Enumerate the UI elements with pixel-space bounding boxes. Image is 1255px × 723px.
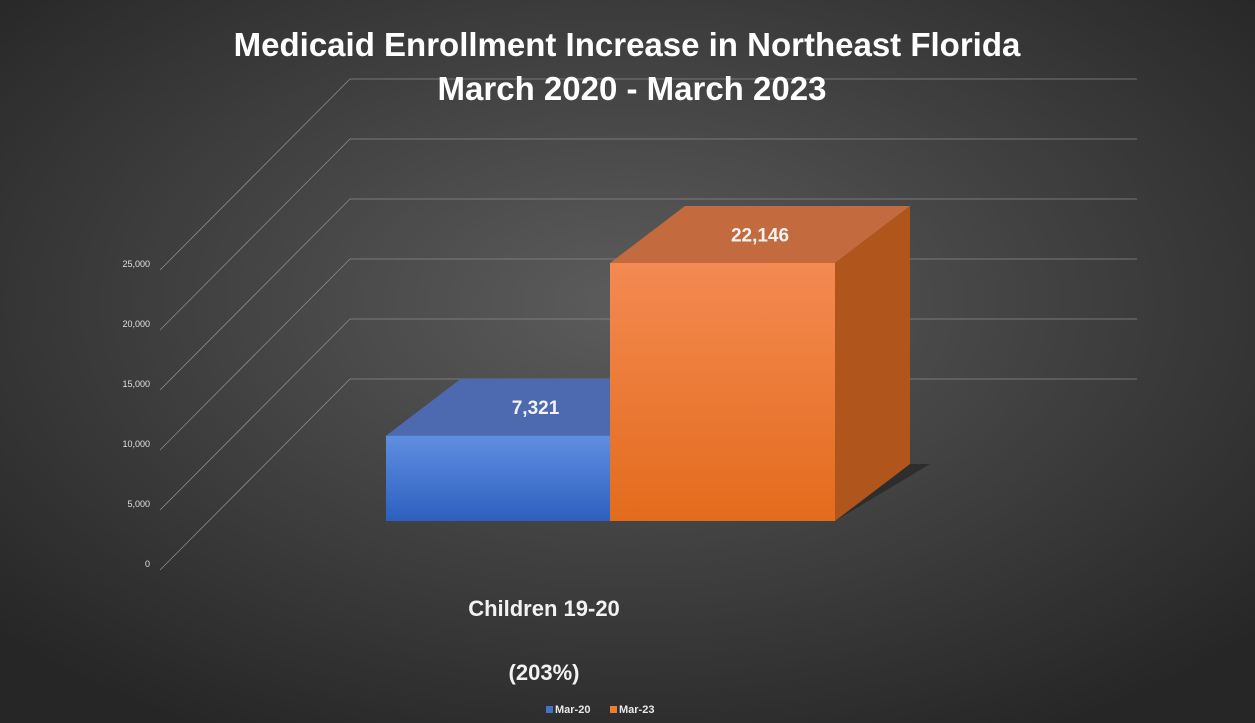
bar-top-mar-23	[610, 206, 910, 263]
gridline-diagonal	[159, 258, 351, 451]
data-label-mar-20: 7,321	[512, 398, 560, 419]
chart-title: Medicaid Enrollment Increase in Northeas…	[234, 26, 1021, 107]
bar-side-mar-23	[835, 206, 910, 521]
legend: Mar-20 Mar-23	[546, 704, 654, 716]
category-note: (203%)	[509, 660, 580, 685]
data-labels: 7,321 22,146	[512, 226, 789, 420]
gridline-diagonal	[159, 318, 351, 511]
bar-mar-23	[610, 263, 835, 521]
y-tick-label: 5,000	[127, 499, 150, 509]
chart-title-line-1: Medicaid Enrollment Increase in Northeas…	[234, 26, 1021, 63]
category-label: Children 19-20	[468, 596, 620, 621]
y-tick-label: 10,000	[122, 439, 150, 449]
bar-mar-20	[386, 435, 610, 521]
legend-swatch-mar-23	[610, 706, 617, 713]
legend-label-mar-23: Mar-23	[619, 704, 654, 716]
legend-label-mar-20: Mar-20	[555, 704, 590, 716]
gridline-diagonal	[159, 78, 351, 271]
gridline-diagonal	[159, 198, 351, 391]
y-tick-label: 25,000	[122, 259, 150, 269]
bars	[386, 206, 930, 521]
chart-title-line-2: March 2020 - March 2023	[438, 70, 827, 107]
y-tick-label: 15,000	[122, 379, 150, 389]
y-axis-ticks: 0 5,000 10,000 15,000 20,000 25,000	[122, 259, 150, 569]
data-label-mar-23: 22,146	[731, 226, 789, 247]
gridline-diagonal	[159, 378, 351, 571]
y-tick-label: 20,000	[122, 319, 150, 329]
legend-swatch-mar-20	[546, 706, 553, 713]
y-tick-label: 0	[145, 559, 150, 569]
gridline-diagonal	[159, 138, 351, 331]
